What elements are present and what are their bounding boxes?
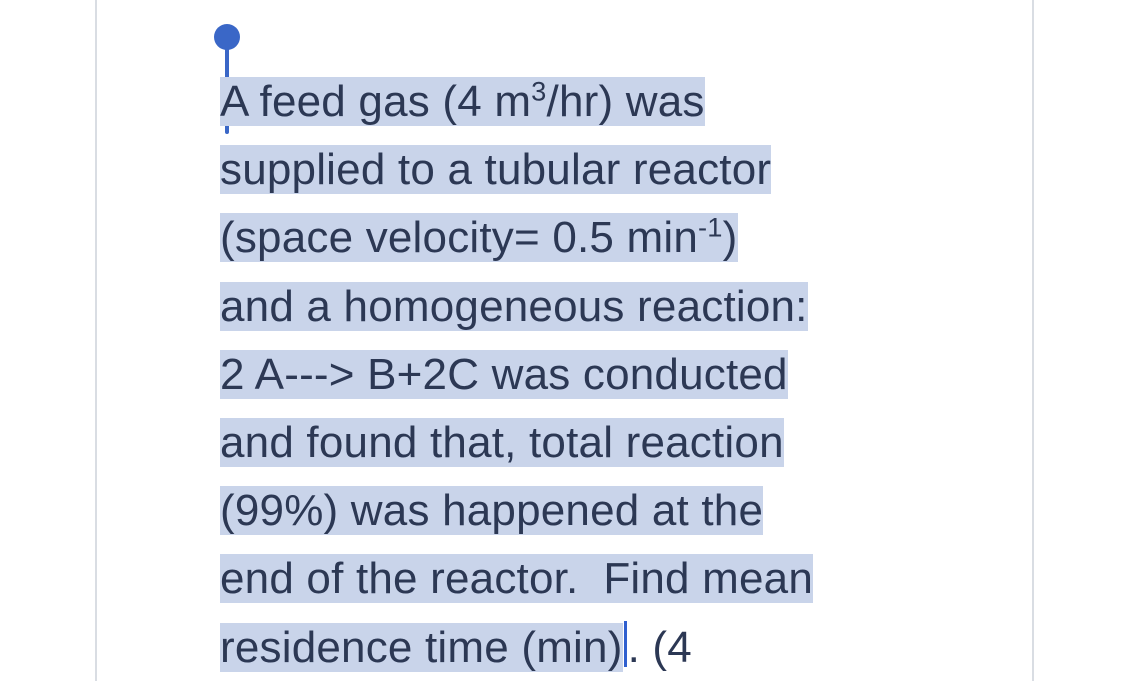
text-caret-icon [624,621,627,667]
text-line-4: and a homogeneous reaction: [220,282,808,331]
question-text[interactable]: A feed gas (4 m3/hr) was supplied to a t… [220,68,935,681]
text-line-5: 2 A---> B+2C was conducted [220,350,788,399]
text-line-3: (space velocity= 0.5 min-1) [220,213,738,262]
text-line-1: A feed gas (4 m3/hr) was [220,77,705,126]
text-line-2: supplied to a tubular reactor [220,145,771,194]
text-line-9-highlighted: residence time (min) [220,623,623,672]
text-line-6: and found that, total reaction [220,418,784,467]
text-line-7: (99%) was happened at the [220,486,763,535]
question-text-block[interactable]: A feed gas (4 m3/hr) was supplied to a t… [160,28,965,681]
page-border-left [95,0,97,681]
text-line-9-tail: . (4 [628,623,692,672]
page-border-right [1032,0,1034,681]
text-line-8: end of the reactor. Find mean [220,554,813,603]
page: A feed gas (4 m3/hr) was supplied to a t… [0,0,1124,681]
